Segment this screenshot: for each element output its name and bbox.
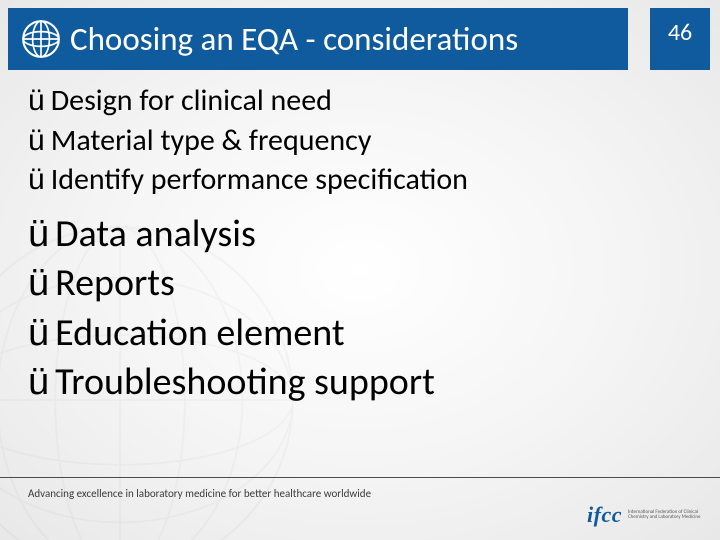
list-item-text: Data analysis xyxy=(55,211,256,259)
list-item: üEducation element xyxy=(28,310,680,358)
list-item-text: Identify performance specification xyxy=(51,161,468,199)
list-item: üReports xyxy=(28,260,680,308)
page-number: 46 xyxy=(650,8,710,70)
check-icon: ü xyxy=(28,122,45,160)
bullet-group-2: üData analysis üReports üEducation eleme… xyxy=(28,211,680,407)
logo-text: ifcc xyxy=(587,502,622,528)
list-item-text: Troubleshooting support xyxy=(55,359,435,407)
list-item: üIdentify performance specification xyxy=(28,161,680,199)
globe-icon xyxy=(20,18,62,60)
footer-tagline: Advancing excellence in laboratory medic… xyxy=(28,487,371,500)
footer-divider xyxy=(0,477,720,478)
bullet-group-1: üDesign for clinical need üMaterial type… xyxy=(28,82,680,199)
logo-subtext: International Federation of Clinical Che… xyxy=(628,510,708,521)
check-icon: ü xyxy=(28,82,45,120)
title-bar: Choosing an EQA - considerations xyxy=(8,8,628,70)
check-icon: ü xyxy=(28,260,49,308)
slide-title: Choosing an EQA - considerations xyxy=(70,19,518,59)
list-item: üTroubleshooting support xyxy=(28,359,680,407)
list-item-text: Design for clinical need xyxy=(51,82,332,120)
check-icon: ü xyxy=(28,359,49,407)
list-item: üDesign for clinical need xyxy=(28,82,680,120)
page-number-value: 46 xyxy=(668,18,692,47)
logo: ifcc International Federation of Clinica… xyxy=(587,502,708,528)
check-icon: ü xyxy=(28,211,49,259)
check-icon: ü xyxy=(28,161,45,199)
list-item: üData analysis xyxy=(28,211,680,259)
list-item: üMaterial type & frequency xyxy=(28,122,680,160)
list-item-text: Reports xyxy=(55,260,175,308)
list-item-text: Education element xyxy=(55,310,344,358)
content-area: üDesign for clinical need üMaterial type… xyxy=(28,82,680,419)
check-icon: ü xyxy=(28,310,49,358)
list-item-text: Material type & frequency xyxy=(51,122,372,160)
